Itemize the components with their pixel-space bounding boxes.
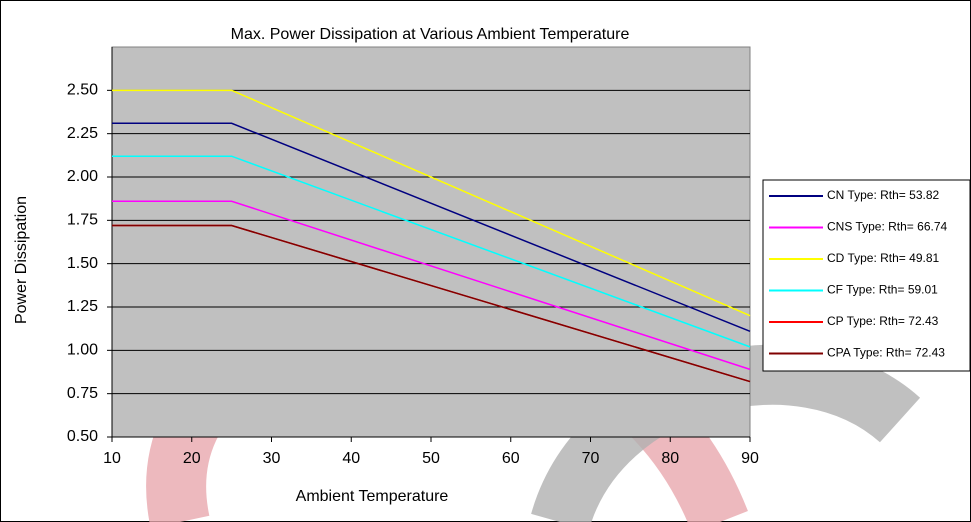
legend-label: CF Type: Rth= 59.01	[827, 283, 938, 297]
y-tick-label: 1.50	[67, 255, 98, 272]
x-tick-label: 70	[582, 450, 600, 467]
legend-label: CN Type: Rth= 53.82	[827, 188, 940, 202]
legend-label: CNS Type: Rth= 66.74	[827, 220, 948, 234]
y-tick-label: 1.25	[67, 298, 98, 315]
y-axis-title: Power Dissipation	[13, 196, 30, 324]
legend-label: CP Type: Rth= 72.43	[827, 314, 939, 328]
series-line	[112, 155, 751, 348]
x-tick-label: 60	[502, 450, 520, 467]
y-tick-label: 0.50	[67, 428, 98, 445]
chart-title: Max. Power Dissipation at Various Ambien…	[231, 26, 630, 43]
y-tick-label: 2.50	[67, 82, 98, 99]
series-line	[112, 122, 751, 332]
x-tick-label: 50	[422, 450, 440, 467]
series-line	[112, 224, 751, 383]
y-tick-label: 0.75	[67, 385, 98, 402]
y-tick-label: 2.25	[67, 125, 98, 142]
y-tick-label: 2.00	[67, 168, 98, 185]
x-tick-label: 80	[661, 450, 679, 467]
x-tick-label: 30	[263, 450, 281, 467]
plot-area	[111, 46, 751, 438]
series-line	[112, 89, 751, 317]
y-tick-label: 1.75	[67, 212, 98, 229]
y-tick-label: 1.00	[67, 342, 98, 359]
legend-label: CD Type: Rth= 49.81	[827, 251, 940, 265]
x-tick-label: 90	[741, 450, 759, 467]
x-axis-title: Ambient Temperature	[296, 488, 449, 505]
series-line	[112, 200, 751, 371]
x-tick-label: 40	[342, 450, 360, 467]
legend-box	[762, 179, 971, 372]
legend-label: CPA Type: Rth= 72.43	[827, 346, 945, 360]
x-tick-label: 20	[183, 450, 201, 467]
x-tick-label: 10	[103, 450, 121, 467]
